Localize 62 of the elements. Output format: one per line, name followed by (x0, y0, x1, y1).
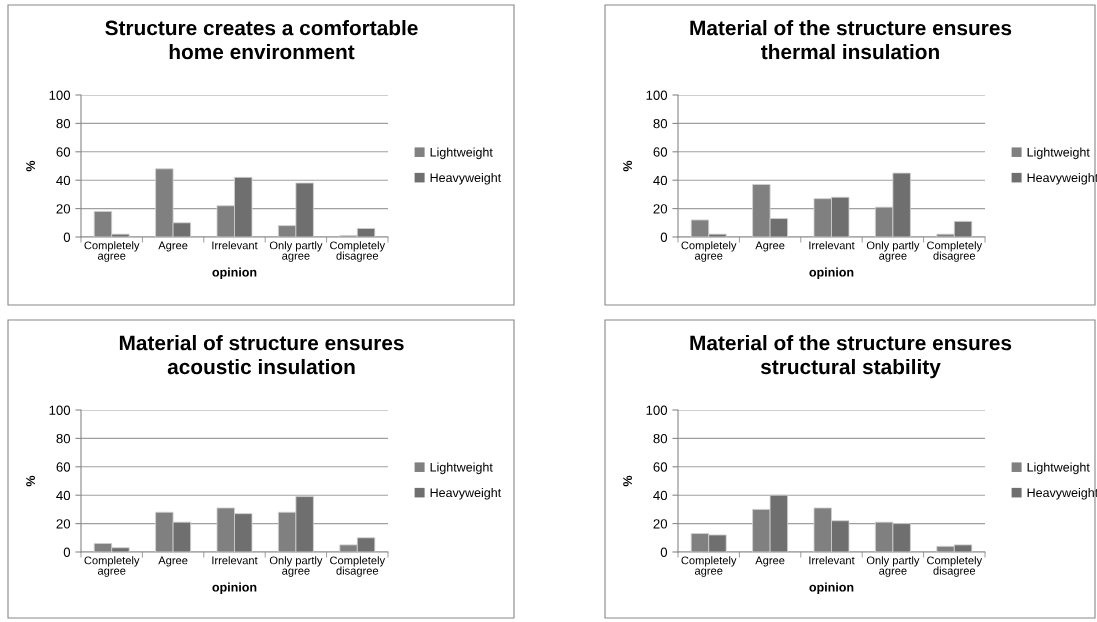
x-tick-label: Completely agree (681, 556, 737, 577)
y-tick-label: 0 (660, 232, 668, 242)
y-tick-label: 20 (653, 519, 668, 529)
y-tick-label: 0 (63, 547, 71, 557)
x-tick-label: Only partly agree (269, 241, 323, 262)
x-tick-label: Completely disagree (927, 556, 983, 577)
legend-label: Lightweight (430, 147, 493, 160)
y-tick-label: 80 (653, 433, 668, 444)
y-tick-label: 80 (56, 433, 71, 444)
x-tick-label: Only partly agree (866, 241, 920, 262)
y-tick-label: 60 (653, 147, 668, 157)
legend-label: Lightweight (1027, 147, 1090, 160)
y-axis-title: % (26, 160, 35, 172)
x-tick-label: Completely disagree (330, 241, 386, 262)
y-tick-label: 60 (56, 147, 71, 157)
x-tick-label: Irrelevant (212, 241, 258, 250)
x-tick-label: Irrelevant (809, 556, 855, 565)
y-tick-label: 20 (653, 204, 668, 214)
x-tick-label: Agree (158, 556, 188, 567)
legend-label: Heavyweight (430, 172, 502, 185)
y-tick-label: 0 (660, 547, 668, 557)
y-tick-label: 100 (646, 90, 668, 100)
legend-label: Lightweight (430, 462, 493, 475)
x-tick-label: Irrelevant (212, 556, 258, 565)
y-axis-title: % (623, 160, 632, 172)
x-axis-title: opinion (809, 582, 854, 595)
chart-title: Structure creates a comfortable home environment (105, 20, 418, 60)
x-tick-label: Agree (755, 556, 785, 567)
y-tick-label: 40 (653, 175, 668, 186)
y-tick-label: 20 (56, 204, 71, 214)
legend-label: Lightweight (1027, 462, 1090, 475)
x-tick-label: Only partly agree (269, 556, 323, 577)
x-tick-label: Completely agree (681, 241, 737, 262)
x-tick-label: Only partly agree (866, 556, 920, 577)
x-tick-label: Completely agree (84, 241, 140, 262)
x-tick-label: Agree (755, 241, 785, 252)
y-axis-title: % (26, 475, 35, 487)
y-tick-label: 40 (56, 175, 71, 186)
chart-title: Material of the structure ensures thermal insulation (690, 20, 1012, 60)
x-axis-title: opinion (212, 582, 257, 595)
y-tick-label: 80 (653, 118, 668, 129)
x-tick-label: Agree (158, 241, 188, 252)
x-tick-label: Completely agree (84, 556, 140, 577)
y-tick-label: 40 (56, 490, 71, 501)
x-tick-label: Completely disagree (927, 241, 983, 262)
y-tick-label: 60 (653, 462, 668, 472)
y-tick-label: 60 (56, 462, 71, 472)
x-tick-label: Completely disagree (330, 556, 386, 577)
x-tick-label: Irrelevant (809, 241, 855, 250)
x-axis-title: opinion (212, 267, 257, 280)
y-tick-label: 0 (63, 232, 71, 242)
chart-title: Material of the structure ensures structural stability (690, 335, 1012, 379)
y-tick-label: 100 (49, 90, 71, 100)
y-tick-label: 80 (56, 118, 71, 129)
y-tick-label: 100 (49, 405, 71, 415)
x-axis-title: opinion (809, 267, 854, 280)
chart-title: Material of structure ensures acoustic insulation (119, 335, 404, 375)
y-tick-label: 20 (56, 519, 71, 529)
y-tick-label: 40 (653, 490, 668, 501)
y-tick-label: 100 (646, 405, 668, 415)
legend-label: Heavyweight (430, 487, 502, 500)
y-axis-title: % (623, 475, 632, 487)
